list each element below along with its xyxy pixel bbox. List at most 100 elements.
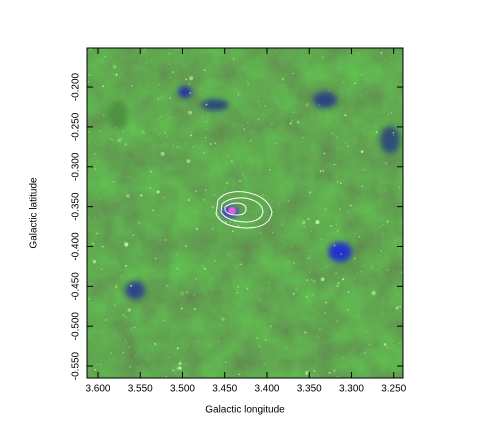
x-tick-label: 3.350: [297, 384, 322, 395]
star: [233, 272, 236, 275]
star: [251, 175, 254, 179]
star: [325, 301, 327, 304]
y-tick-label: -0.200: [71, 72, 82, 101]
star: [214, 142, 217, 145]
star: [149, 170, 153, 173]
star: [156, 166, 159, 168]
star: [185, 245, 187, 248]
star: [335, 271, 338, 274]
star: [310, 279, 313, 281]
star: [232, 183, 235, 186]
star: [328, 89, 331, 91]
star: [336, 67, 340, 71]
star: [210, 288, 212, 290]
star: [379, 226, 381, 228]
star: [152, 174, 154, 176]
star: [289, 189, 292, 192]
star: [362, 150, 365, 153]
star: [205, 136, 207, 139]
star: [187, 271, 190, 274]
star: [236, 291, 239, 294]
star: [226, 182, 228, 184]
star: [380, 51, 383, 54]
star: [180, 291, 185, 296]
star: [125, 320, 127, 322]
star: [159, 84, 161, 86]
star: [229, 220, 232, 223]
star: [279, 287, 281, 289]
star: [176, 367, 179, 370]
star: [167, 284, 169, 287]
star: [384, 59, 387, 61]
x-tick-label: 3.450: [212, 384, 237, 395]
star: [323, 152, 326, 155]
star: [206, 202, 208, 204]
star: [364, 169, 366, 171]
star: [285, 346, 289, 349]
star: [134, 326, 136, 329]
star: [224, 220, 228, 223]
star: [275, 142, 278, 144]
star: [243, 128, 246, 131]
star: [114, 304, 116, 306]
star: [263, 105, 266, 107]
star: [103, 114, 105, 117]
star: [365, 330, 368, 332]
star: [291, 208, 293, 211]
star: [176, 253, 178, 256]
star: [211, 228, 214, 230]
star: [293, 262, 295, 264]
star: [397, 210, 399, 213]
star: [265, 312, 267, 314]
star: [130, 138, 132, 140]
star: [92, 242, 95, 245]
star: [344, 141, 347, 144]
star: [186, 171, 189, 174]
star: [257, 100, 260, 103]
blue-patch: [380, 126, 400, 154]
star: [342, 278, 345, 281]
star: [247, 83, 250, 86]
star: [379, 181, 382, 183]
star: [392, 132, 395, 134]
star: [296, 120, 300, 124]
star: [339, 208, 341, 210]
star: [400, 84, 403, 86]
star: [393, 110, 395, 112]
star: [146, 358, 149, 361]
star: [361, 185, 363, 188]
star: [336, 229, 339, 233]
star: [246, 372, 249, 375]
star: [213, 179, 216, 181]
star: [271, 240, 274, 243]
contour: [220, 197, 264, 223]
star: [237, 92, 239, 94]
y-tick-label: -0.350: [71, 192, 82, 221]
star: [201, 116, 203, 119]
star: [271, 214, 274, 217]
star: [138, 221, 141, 224]
star: [356, 315, 359, 318]
star: [102, 85, 104, 88]
star: [362, 57, 364, 59]
star: [307, 218, 310, 220]
star: [348, 212, 350, 214]
star: [195, 278, 197, 281]
star: [270, 325, 272, 328]
star: [356, 197, 359, 199]
star: [140, 194, 143, 197]
star: [132, 234, 134, 236]
star: [190, 134, 192, 137]
star: [240, 263, 243, 266]
star: [384, 161, 388, 165]
star: [242, 67, 245, 70]
star: [203, 198, 206, 201]
star: [94, 165, 96, 167]
star: [221, 72, 223, 75]
star: [333, 163, 336, 166]
star: [305, 103, 310, 108]
star: [115, 126, 117, 129]
star: [203, 69, 206, 72]
star: [378, 191, 381, 194]
star: [232, 57, 235, 60]
